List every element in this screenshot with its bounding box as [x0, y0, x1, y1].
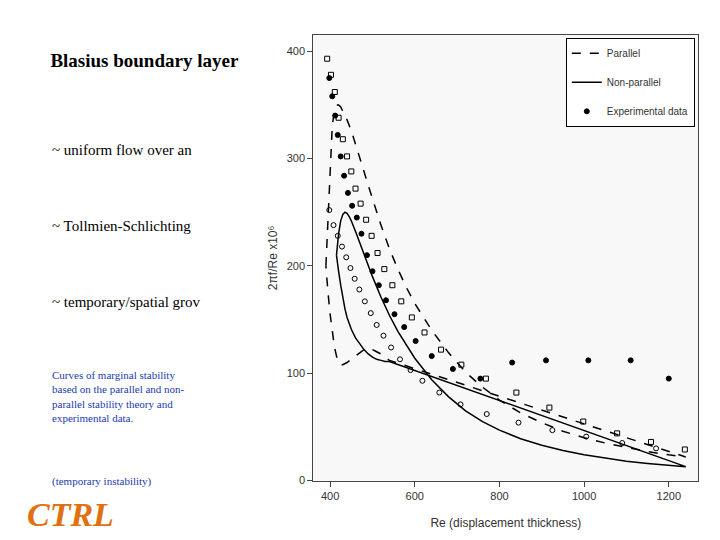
- svg-text:Experimental data: Experimental data: [607, 106, 688, 117]
- svg-text:Parallel: Parallel: [607, 48, 640, 59]
- svg-text:800: 800: [490, 490, 508, 502]
- svg-text:Blasius boundary layer: Blasius boundary layer: [50, 50, 238, 71]
- svg-text:1000: 1000: [572, 490, 596, 502]
- svg-text:(temporary instability): (temporary instability): [52, 475, 152, 488]
- svg-text:~ uniform flow over an: ~ uniform flow over an: [52, 142, 192, 158]
- svg-text:400: 400: [287, 45, 305, 57]
- svg-text:0: 0: [299, 474, 305, 486]
- svg-text:~ temporary/spatial grov: ~ temporary/spatial grov: [52, 294, 201, 310]
- svg-text:600: 600: [406, 490, 424, 502]
- svg-text:100: 100: [287, 367, 305, 379]
- svg-text:Curves of marginal stabilityba: Curves of marginal stabilitybased on the…: [52, 369, 185, 424]
- svg-text:1200: 1200: [657, 490, 681, 502]
- svg-text:2πf/Re x10⁶: 2πf/Re x10⁶: [266, 226, 280, 291]
- svg-text:Non-parallel: Non-parallel: [607, 77, 661, 88]
- svg-text:Re (displacement thickness): Re (displacement thickness): [430, 516, 581, 530]
- svg-text:300: 300: [287, 152, 305, 164]
- svg-text:CTRL: CTRL: [27, 496, 114, 533]
- svg-text:400: 400: [321, 490, 339, 502]
- svg-text:~ Tollmien-Schlichting: ~ Tollmien-Schlichting: [52, 218, 191, 234]
- svg-text:200: 200: [287, 260, 305, 272]
